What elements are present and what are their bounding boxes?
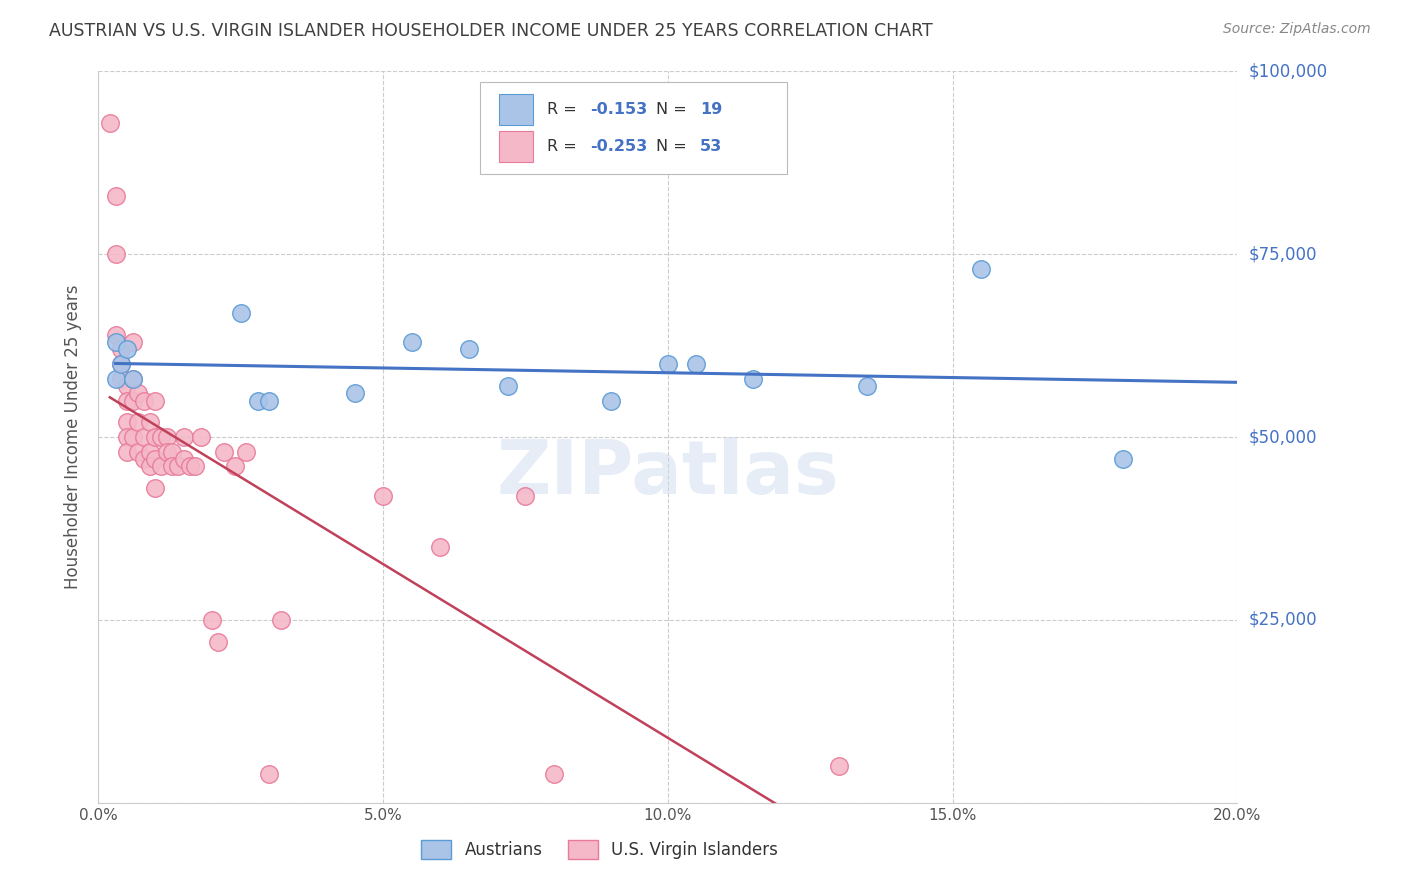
Point bbox=[115, 416, 138, 430]
Point bbox=[190, 430, 212, 444]
Point bbox=[856, 379, 879, 393]
Point bbox=[145, 452, 167, 467]
Point bbox=[270, 613, 292, 627]
Point bbox=[104, 247, 127, 261]
Bar bbox=[499, 131, 533, 162]
Point bbox=[104, 327, 127, 342]
Point bbox=[110, 343, 132, 357]
Text: 19: 19 bbox=[700, 102, 723, 117]
Point bbox=[828, 759, 851, 773]
Point bbox=[429, 540, 451, 554]
Point bbox=[115, 393, 138, 408]
Point bbox=[246, 393, 269, 408]
Y-axis label: Householder Income Under 25 years: Householder Income Under 25 years bbox=[65, 285, 83, 590]
Point bbox=[167, 459, 190, 474]
Point bbox=[121, 393, 143, 408]
Point bbox=[259, 766, 281, 780]
Point bbox=[145, 393, 167, 408]
Point bbox=[145, 430, 167, 444]
Text: $50,000: $50,000 bbox=[1249, 428, 1317, 446]
Point bbox=[98, 115, 121, 129]
Point bbox=[132, 393, 155, 408]
Text: R =: R = bbox=[547, 139, 582, 154]
Text: $25,000: $25,000 bbox=[1249, 611, 1317, 629]
Point bbox=[373, 489, 395, 503]
Point bbox=[184, 459, 207, 474]
Point bbox=[1112, 452, 1135, 467]
Point bbox=[104, 371, 127, 385]
Text: -0.253: -0.253 bbox=[591, 139, 648, 154]
Point bbox=[115, 444, 138, 458]
Point bbox=[138, 416, 160, 430]
Point bbox=[127, 444, 149, 458]
Legend: Austrians, U.S. Virgin Islanders: Austrians, U.S. Virgin Islanders bbox=[413, 831, 786, 868]
Point bbox=[498, 379, 520, 393]
Point bbox=[132, 452, 155, 467]
Point bbox=[121, 371, 143, 385]
Point bbox=[138, 459, 160, 474]
Point bbox=[343, 386, 366, 401]
Text: $75,000: $75,000 bbox=[1249, 245, 1317, 263]
Point bbox=[115, 343, 138, 357]
Point bbox=[970, 261, 993, 276]
Text: ZIPatlas: ZIPatlas bbox=[496, 437, 839, 510]
Point bbox=[543, 766, 565, 780]
Point bbox=[127, 386, 149, 401]
Text: 53: 53 bbox=[700, 139, 723, 154]
Point bbox=[132, 430, 155, 444]
Point bbox=[229, 306, 252, 320]
Text: $100,000: $100,000 bbox=[1249, 62, 1327, 80]
Point bbox=[121, 334, 143, 349]
Point bbox=[173, 452, 195, 467]
Point bbox=[110, 371, 132, 385]
Text: -0.153: -0.153 bbox=[591, 102, 648, 117]
Point bbox=[401, 334, 423, 349]
Point bbox=[127, 416, 149, 430]
Point bbox=[104, 334, 127, 349]
Point bbox=[212, 444, 235, 458]
Point bbox=[121, 371, 143, 385]
Point bbox=[156, 444, 179, 458]
Point bbox=[115, 430, 138, 444]
Point bbox=[110, 357, 132, 371]
Text: AUSTRIAN VS U.S. VIRGIN ISLANDER HOUSEHOLDER INCOME UNDER 25 YEARS CORRELATION C: AUSTRIAN VS U.S. VIRGIN ISLANDER HOUSEHO… bbox=[49, 22, 934, 40]
Text: R =: R = bbox=[547, 102, 582, 117]
Point bbox=[156, 430, 179, 444]
Point bbox=[145, 481, 167, 495]
Point bbox=[201, 613, 224, 627]
Text: N =: N = bbox=[657, 139, 692, 154]
Point bbox=[224, 459, 246, 474]
Point bbox=[162, 444, 184, 458]
Point bbox=[138, 444, 160, 458]
Point bbox=[150, 430, 173, 444]
Point bbox=[115, 379, 138, 393]
Point bbox=[104, 188, 127, 202]
Point bbox=[207, 635, 229, 649]
Point bbox=[742, 371, 765, 385]
Point bbox=[173, 430, 195, 444]
Point bbox=[657, 357, 679, 371]
Point bbox=[110, 357, 132, 371]
Point bbox=[515, 489, 537, 503]
Point bbox=[259, 393, 281, 408]
Point bbox=[150, 459, 173, 474]
Point bbox=[179, 459, 201, 474]
Point bbox=[121, 430, 143, 444]
Text: Source: ZipAtlas.com: Source: ZipAtlas.com bbox=[1223, 22, 1371, 37]
Point bbox=[600, 393, 623, 408]
Point bbox=[457, 343, 479, 357]
Point bbox=[235, 444, 257, 458]
Point bbox=[162, 459, 184, 474]
Bar bbox=[499, 95, 533, 125]
Point bbox=[685, 357, 707, 371]
Text: N =: N = bbox=[657, 102, 692, 117]
FancyBboxPatch shape bbox=[479, 82, 787, 174]
